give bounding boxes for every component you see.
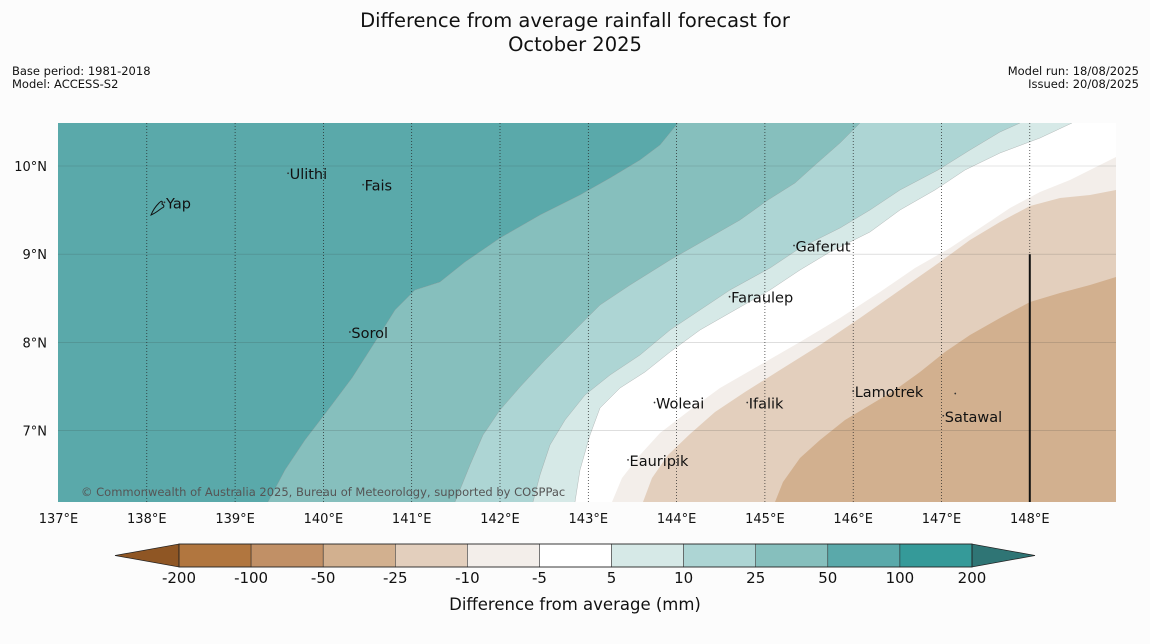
place-label: Sorol [351,326,388,342]
island-marker [954,392,957,395]
lon-label: 148°E [1010,512,1050,527]
colorbar-segment [683,543,756,568]
colorbar: -200 -100 -50 -25 -10 -5 5 10 25 50 100 200 [114,543,1036,587]
colorbar-tick-label: -10 [455,569,480,587]
island-marker [163,201,166,204]
colorbar-tick-label: 25 [746,569,765,587]
colorbar-segment [827,543,901,568]
colorbar-tick-label: -5 [532,569,547,587]
rainfall-contour-fields [58,123,1116,502]
colorbar-tick-label: -100 [234,569,268,587]
axis-labels: 137°E 138°E 139°E 140°E 141°E 142°E 143°E 144°E… [14,160,1049,527]
island-marker [287,172,289,175]
lon-label: 146°E [833,512,873,527]
colorbar-tick-label: -50 [311,569,336,587]
lat-label: 8°N [23,336,48,351]
lon-label: 144°E [657,512,697,527]
colorbar-segment [611,543,684,568]
title-line-1: Difference from average rainfall forecas… [360,9,790,32]
colorbar-segment [250,543,324,568]
contour-lines [267,123,1073,502]
band-pos-50-100 [58,123,678,502]
island-marker [362,183,365,186]
colorbar-segment [539,543,612,568]
place-label: Gaferut [796,240,851,256]
issued-text: Issued: 20/08/2025 [1028,77,1139,91]
lon-label: 143°E [569,512,609,527]
colorbar-tick-label: 100 [886,569,915,587]
colorbar-frame [178,543,973,568]
place-label: Fais [365,179,392,195]
colorbar-segment [395,543,468,568]
title-line-2: October 2025 [508,33,642,56]
colorbar-tick-label: -200 [162,569,196,587]
colorbar-tick-label: 50 [818,569,837,587]
lon-label: 139°E [215,512,255,527]
colorbar-tick-label: -25 [383,569,408,587]
place-label: Yap [165,196,191,212]
place-label: Ifalik [749,397,784,413]
lat-label: 7°N [23,425,48,440]
colorbar-extend-high [971,543,1036,568]
band-pos-10-25 [455,123,1020,502]
place-label: Faraulep [731,291,793,307]
place-label: Satawal [945,410,1002,426]
map-title: Difference from average rainfall forecas… [0,9,1150,57]
place-label: Woleai [656,397,704,413]
island-marker [793,244,795,247]
model-run-text: Model run: 18/08/2025 [1007,64,1139,78]
lon-label: 141°E [392,512,432,527]
place-label: Eauripik [630,454,689,470]
lon-label: 140°E [304,512,344,527]
colorbar-tick-label: 5 [607,569,617,587]
island-marker [942,414,945,417]
lon-label: 138°E [127,512,167,527]
copyright-text: © Commonwealth of Australia 2025, Bureau… [81,485,565,499]
lon-label: 137°E [39,512,79,527]
colorbar-extend-low [114,543,180,568]
lon-label: 147°E [922,512,962,527]
island-marker [653,401,656,404]
lon-label: 145°E [745,512,785,527]
yap-island-outline [150,200,165,216]
base-period-text: Base period: 1981-2018 [12,64,151,78]
colorbar-tick-label: 10 [674,569,693,587]
colorbar-segment [467,543,540,568]
place-labels: Yap Ulithi Fais Sorol Gaferut Faraulep Woleai I… [163,167,1002,470]
colorbar-tick-label: 200 [958,569,987,587]
lon-label: 142°E [480,512,520,527]
island-marker [746,401,749,404]
model-text: Model: ACCESS-S2 [12,77,119,91]
meta-left: Base period: 1981-2018 Model: ACCESS-S2 [12,65,151,91]
lat-label: 10°N [14,160,47,175]
colorbar-segment [755,543,829,568]
island-marker [348,331,351,333]
colorbar-segment [899,543,973,568]
colorbar-segment [178,543,252,568]
island-marker [627,458,629,461]
lat-label: 9°N [23,248,48,263]
meta-right: Model run: 18/08/2025 Issued: 20/08/2025 [1008,65,1139,91]
map-graticule [58,123,1116,502]
island-marker [852,390,855,392]
island-marker [728,295,731,298]
colorbar-segment [322,543,396,568]
colorbar-title: Difference from average (mm) [449,595,701,614]
place-label: Ulithi [290,167,328,183]
band-pos-25-50 [268,123,860,502]
place-label: Lamotrek [855,385,924,401]
